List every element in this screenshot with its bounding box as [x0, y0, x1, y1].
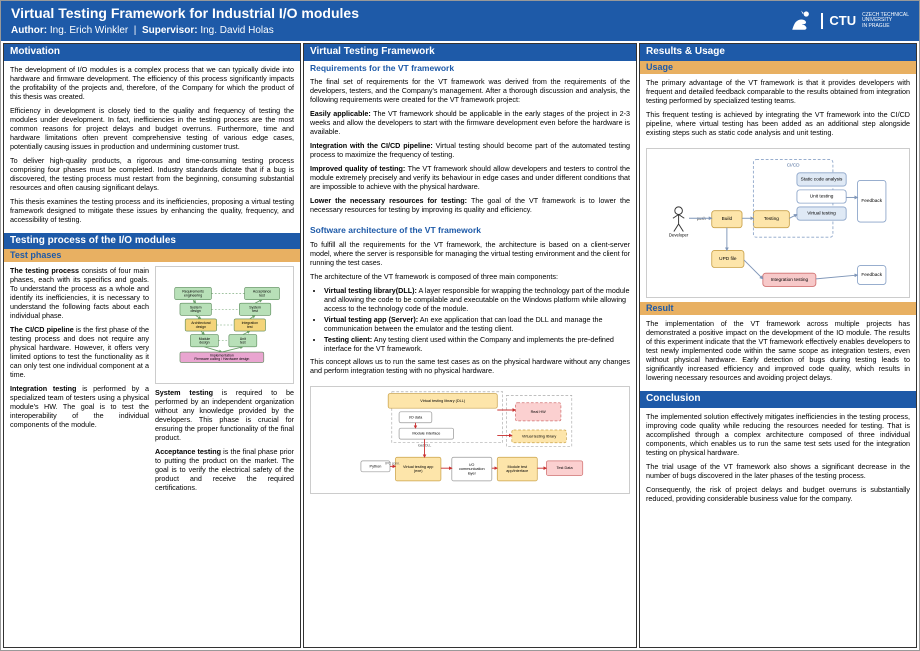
arch-svg: Virtual testing library (DLL) I/O data Mod…: [314, 390, 626, 490]
poster-title: Virtual Testing Framework for Industrial…: [11, 5, 359, 23]
pipeline-diagram: Developer push Build Testing CI/CD Static cod…: [646, 148, 910, 298]
section-testing: Testing process of the I/O modules: [4, 233, 300, 250]
svg-text:Integration testing: Integration testing: [771, 277, 809, 283]
lion-icon: [787, 7, 815, 35]
svg-text:I/O data: I/O data: [409, 415, 423, 419]
svg-text:load DLL: load DLL: [418, 443, 432, 447]
result-p1: The implementation of the VT framework a…: [646, 319, 910, 382]
uni-full: Czech Technical University in Prague: [862, 13, 909, 30]
test-phases-right: RequirementsengineeringSystemdesignArchi…: [155, 266, 294, 497]
author-label: Author:: [11, 25, 47, 36]
university-logo: CTU Czech Technical University in Prague: [787, 7, 909, 35]
pipeline-svg: Developer push Build Testing CI/CD Static cod…: [650, 152, 906, 294]
conc-p2: The trial usage of the VT framework also…: [646, 462, 910, 480]
section-conclusion: Conclusion: [640, 391, 916, 408]
svg-text:Module interface: Module interface: [412, 431, 440, 435]
column-right: Results & Usage Usage The primary advant…: [639, 43, 917, 648]
result-body: The implementation of the VT framework a…: [640, 315, 916, 391]
conclusion-body: The implemented solution effectively mit…: [640, 408, 916, 512]
svg-text:Virtual testing library (DLL): Virtual testing library (DLL): [420, 399, 466, 403]
supervisor-name: Ing. David Holas: [200, 25, 273, 36]
header-left: Virtual Testing Framework for Industrial…: [11, 5, 359, 37]
svg-text:Systemdesign: Systemdesign: [190, 306, 202, 314]
svg-text:Feedback: Feedback: [861, 272, 882, 278]
arch-list: Virtual testing library(DLL): A layer re…: [324, 286, 630, 353]
svg-text:Python: Python: [370, 464, 382, 468]
section-vtf: Virtual Testing Framework: [304, 44, 636, 61]
columns: Motivation The development of I/O module…: [1, 41, 919, 650]
svg-text:Virtual testing: Virtual testing: [807, 211, 836, 217]
mot-p2: Efficiency in development is closely tie…: [10, 106, 294, 151]
vmodel-diagram: RequirementsengineeringSystemdesignArchi…: [155, 266, 294, 384]
supervisor-label: Supervisor:: [142, 25, 198, 36]
svg-text:Unit testing: Unit testing: [810, 193, 834, 199]
section-motivation: Motivation: [4, 44, 300, 61]
svg-text:CI/CD: CI/CD: [787, 162, 800, 168]
mot-p3: To deliver high-quality products, a rigo…: [10, 156, 294, 192]
test-phases-grid: The testing process consists of four mai…: [4, 262, 300, 501]
req-body: The final set of requirements for the VT…: [304, 73, 636, 223]
sub-test-phases: Test phases: [4, 249, 300, 262]
arch-p3: This concept allows us to run the same t…: [310, 357, 630, 375]
svg-text:Developer: Developer: [669, 232, 689, 237]
sub-req: Requirements for the VT framework: [304, 61, 636, 74]
svg-text:Static code analysis: Static code analysis: [801, 176, 843, 182]
svg-text:Moduledesign: Moduledesign: [199, 337, 210, 345]
svg-text:Real HW: Real HW: [531, 410, 547, 414]
column-mid: Virtual Testing Framework Requirements f…: [303, 43, 637, 648]
author-name: Ing. Erich Winkler: [50, 25, 128, 36]
arch-p1: To fulfill all the requirements for the …: [310, 240, 630, 267]
section-results: Results & Usage: [640, 44, 916, 61]
svg-text:Test Data: Test Data: [557, 466, 574, 470]
svg-text:IPC conn.: IPC conn.: [385, 461, 400, 465]
arch-diagram: Virtual testing library (DLL) I/O data Mod…: [310, 386, 630, 494]
sub-arch: Software architecture of the VT framewor…: [304, 223, 636, 236]
svg-text:Testing: Testing: [764, 216, 779, 222]
usage-p2: This frequent testing is achieved by int…: [646, 110, 910, 137]
vmodel-svg: RequirementsengineeringSystemdesignArchi…: [159, 270, 290, 380]
usage-p1: The primary advantage of the VT framewor…: [646, 78, 910, 105]
mot-p4: This thesis examines the testing process…: [10, 197, 294, 224]
usage-body: The primary advantage of the VT framewor…: [640, 74, 916, 146]
poster-authors: Author: Ing. Erich Winkler | Supervisor:…: [11, 25, 359, 38]
arch-body: To fulfill all the requirements for the …: [304, 236, 636, 384]
svg-text:Build: Build: [722, 216, 733, 222]
motivation-body: The development of I/O modules is a comp…: [4, 61, 300, 233]
poster-root: Virtual Testing Framework for Industrial…: [0, 0, 920, 651]
conc-p1: The implemented solution effectively mit…: [646, 412, 910, 457]
svg-text:push: push: [697, 216, 707, 221]
svg-text:Module testapp/interface: Module testapp/interface: [506, 465, 528, 473]
sub-usage: Usage: [640, 61, 916, 74]
svg-text:Virtual testing library: Virtual testing library: [522, 434, 556, 438]
poster-header: Virtual Testing Framework for Industrial…: [1, 1, 919, 41]
svg-text:Requirementsengineering: Requirementsengineering: [182, 290, 204, 298]
sub-result: Result: [640, 302, 916, 315]
req-intro: The final set of requirements for the VT…: [310, 77, 630, 104]
test-phases-left: The testing process consists of four mai…: [10, 266, 149, 497]
svg-text:Feedback: Feedback: [861, 198, 882, 204]
svg-text:UPD file: UPD file: [719, 256, 737, 262]
mot-p1: The development of I/O modules is a comp…: [10, 65, 294, 101]
uni-abbrev: CTU: [821, 13, 856, 29]
column-left: Motivation The development of I/O module…: [3, 43, 301, 648]
svg-text:Unittest: Unittest: [240, 337, 246, 345]
conc-p3: Consequently, the risk of project delays…: [646, 485, 910, 503]
arch-p2: The architecture of the VT framework is …: [310, 272, 630, 281]
